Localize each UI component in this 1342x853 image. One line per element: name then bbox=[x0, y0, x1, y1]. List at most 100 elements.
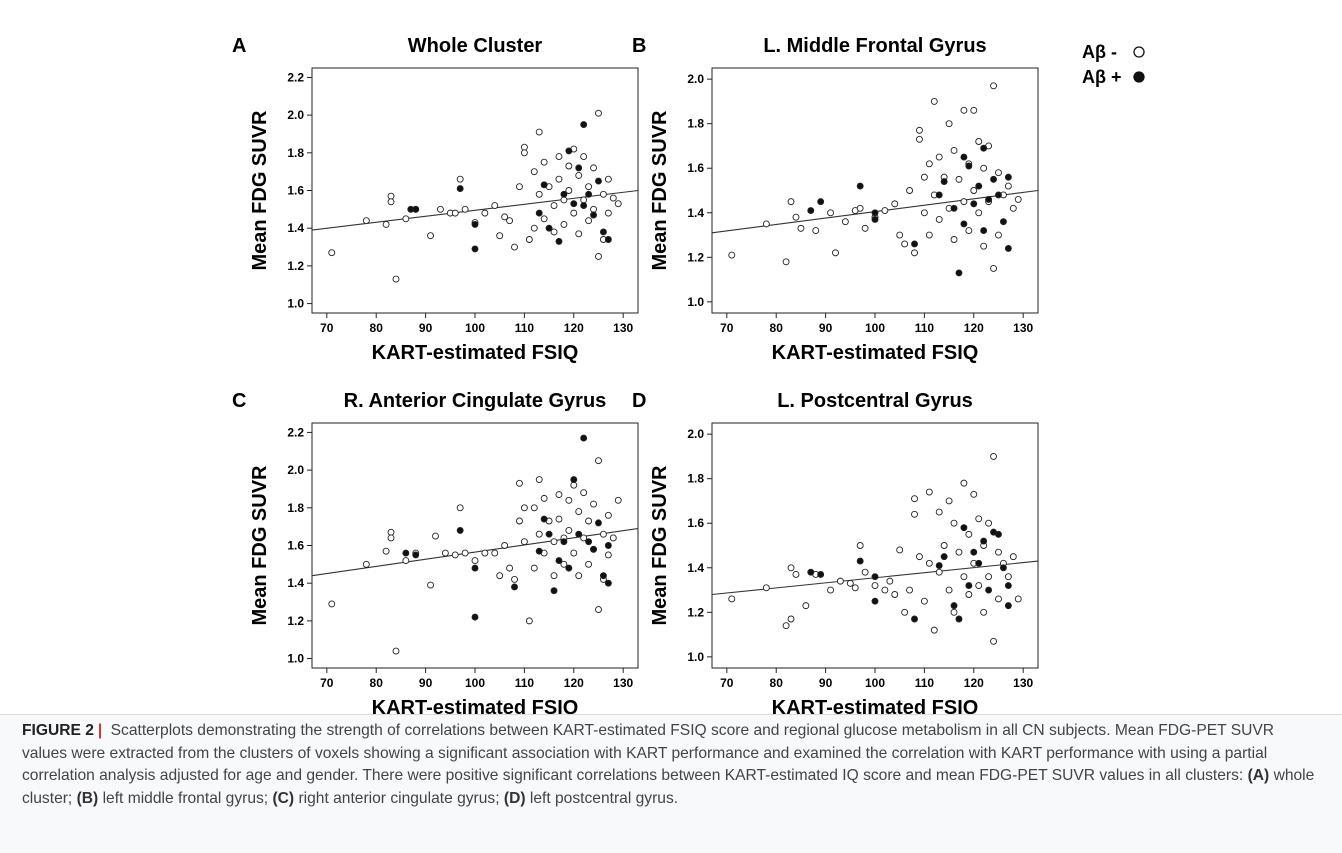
y-tick-label: 2.2 bbox=[287, 70, 304, 84]
y-tick-label: 1.8 bbox=[287, 501, 304, 515]
data-point-abeta-neg bbox=[565, 526, 573, 534]
data-point-abeta-neg bbox=[955, 175, 963, 183]
x-tick-label: 80 bbox=[370, 676, 384, 690]
data-point-abeta-neg bbox=[950, 236, 958, 243]
data-point-abeta-neg bbox=[762, 220, 770, 228]
data-point-abeta-neg bbox=[995, 231, 1002, 239]
data-point-abeta-pos bbox=[817, 571, 825, 578]
plot-frame bbox=[711, 422, 1039, 669]
x-tick-label: 120 bbox=[964, 676, 984, 690]
x-tick-label: 100 bbox=[865, 676, 885, 690]
data-point-abeta-neg bbox=[570, 209, 578, 217]
data-point-abeta-pos bbox=[935, 191, 943, 199]
y-tick-label: 1.8 bbox=[687, 117, 704, 131]
caption-text: Scatterplots demonstrating the strength … bbox=[22, 722, 1275, 784]
data-point-abeta-neg bbox=[930, 626, 938, 634]
y-tick-label: 2.0 bbox=[287, 108, 304, 122]
y-tick-label: 1.2 bbox=[687, 605, 704, 619]
data-point-abeta-neg bbox=[392, 275, 400, 283]
y-axis-label: Mean FDG SUVR bbox=[249, 110, 271, 271]
data-point-abeta-neg bbox=[530, 504, 538, 512]
figure-caption: FIGURE 2 | Scatterplots demonstrating the… bbox=[22, 720, 1322, 810]
data-point-abeta-neg bbox=[609, 194, 617, 202]
data-point-abeta-neg bbox=[525, 236, 533, 243]
data-point-abeta-neg bbox=[451, 209, 459, 217]
data-point-abeta-pos bbox=[560, 538, 568, 546]
chart-title: L. Postcentral Gyrus bbox=[777, 390, 973, 412]
scatter-chart-a: A Whole Cluster 1.0 1.2 1.4 1.6 1.8 2.0 2.2 70 80 9… bbox=[232, 35, 639, 364]
data-point-abeta-pos bbox=[575, 530, 583, 538]
data-point-abeta-neg bbox=[901, 608, 909, 616]
data-point-abeta-neg bbox=[555, 175, 563, 183]
y-tick-label: 1.6 bbox=[287, 184, 304, 198]
data-point-abeta-neg bbox=[520, 143, 528, 151]
data-point-abeta-neg bbox=[491, 549, 499, 557]
data-point-abeta-neg bbox=[535, 190, 543, 198]
data-point-abeta-neg bbox=[891, 591, 899, 598]
caption-ref-b: (B) bbox=[76, 789, 99, 807]
data-point-abeta-neg bbox=[520, 149, 528, 157]
data-point-abeta-pos bbox=[980, 227, 988, 235]
chart-title: Whole Cluster bbox=[408, 35, 543, 57]
data-point-abeta-neg bbox=[827, 209, 834, 217]
y-tick-label: 2.2 bbox=[287, 425, 304, 439]
caption-ref-c: (C) bbox=[272, 789, 295, 807]
data-point-abeta-neg bbox=[496, 572, 504, 580]
caption-figure-label: FIGURE 2 bbox=[22, 722, 94, 739]
data-point-abeta-pos bbox=[911, 240, 918, 248]
data-point-abeta-pos bbox=[856, 182, 864, 190]
x-tick-label: 80 bbox=[770, 321, 784, 335]
data-point-abeta-pos bbox=[871, 573, 879, 581]
data-point-abeta-pos bbox=[580, 121, 588, 128]
data-point-abeta-pos bbox=[555, 557, 563, 565]
data-point-abeta-pos bbox=[970, 200, 978, 208]
data-point-abeta-neg bbox=[960, 106, 968, 114]
data-point-abeta-pos bbox=[580, 202, 588, 210]
data-point-abeta-neg bbox=[782, 258, 790, 266]
data-point-abeta-pos bbox=[580, 434, 588, 442]
data-point-abeta-neg bbox=[585, 183, 593, 191]
data-point-abeta-neg bbox=[985, 573, 993, 581]
y-axis-label: Mean FDG SUVR bbox=[649, 110, 671, 271]
data-point-abeta-pos bbox=[911, 615, 918, 623]
data-point-abeta-neg bbox=[935, 216, 943, 223]
y-tick-label: 1.4 bbox=[287, 221, 304, 235]
data-point-abeta-neg bbox=[511, 243, 518, 251]
data-point-abeta-neg bbox=[945, 586, 953, 594]
data-point-abeta-pos bbox=[950, 602, 958, 610]
data-point-abeta-neg bbox=[1004, 182, 1012, 190]
data-point-abeta-neg bbox=[762, 584, 770, 592]
data-point-abeta-neg bbox=[980, 164, 988, 172]
x-tick-label: 100 bbox=[465, 676, 485, 690]
data-point-abeta-neg bbox=[990, 82, 997, 90]
data-point-abeta-neg bbox=[846, 579, 854, 587]
data-point-abeta-neg bbox=[471, 557, 479, 565]
data-point-abeta-neg bbox=[604, 551, 612, 559]
data-point-abeta-pos bbox=[1004, 244, 1012, 252]
data-point-abeta-neg bbox=[920, 173, 928, 181]
data-point-abeta-neg bbox=[916, 135, 923, 143]
data-point-abeta-neg bbox=[565, 162, 573, 170]
data-point-abeta-pos bbox=[471, 245, 479, 253]
data-point-abeta-neg bbox=[516, 183, 523, 191]
data-point-abeta-neg bbox=[565, 187, 573, 194]
data-point-abeta-pos bbox=[935, 562, 943, 569]
data-point-abeta-pos bbox=[412, 551, 420, 559]
data-point-abeta-neg bbox=[925, 559, 933, 567]
data-point-abeta-neg bbox=[599, 190, 607, 198]
panel-letter: D bbox=[632, 390, 646, 412]
y-tick-label: 1.4 bbox=[287, 576, 304, 590]
data-point-abeta-neg bbox=[728, 251, 736, 259]
data-point-abeta-neg bbox=[427, 581, 434, 589]
x-tick-label: 130 bbox=[1013, 676, 1033, 690]
x-axis-label: KART-estimated FSIQ bbox=[772, 697, 979, 719]
y-tick-label: 1.6 bbox=[287, 539, 304, 553]
data-point-abeta-neg bbox=[970, 187, 978, 194]
data-point-abeta-pos bbox=[1004, 602, 1012, 610]
data-point-abeta-neg bbox=[930, 97, 938, 105]
data-point-abeta-neg bbox=[520, 538, 528, 546]
data-point-abeta-neg bbox=[965, 227, 973, 235]
data-point-abeta-neg bbox=[535, 530, 543, 538]
caption-separator: | bbox=[97, 722, 103, 739]
x-tick-label: 70 bbox=[720, 676, 734, 690]
